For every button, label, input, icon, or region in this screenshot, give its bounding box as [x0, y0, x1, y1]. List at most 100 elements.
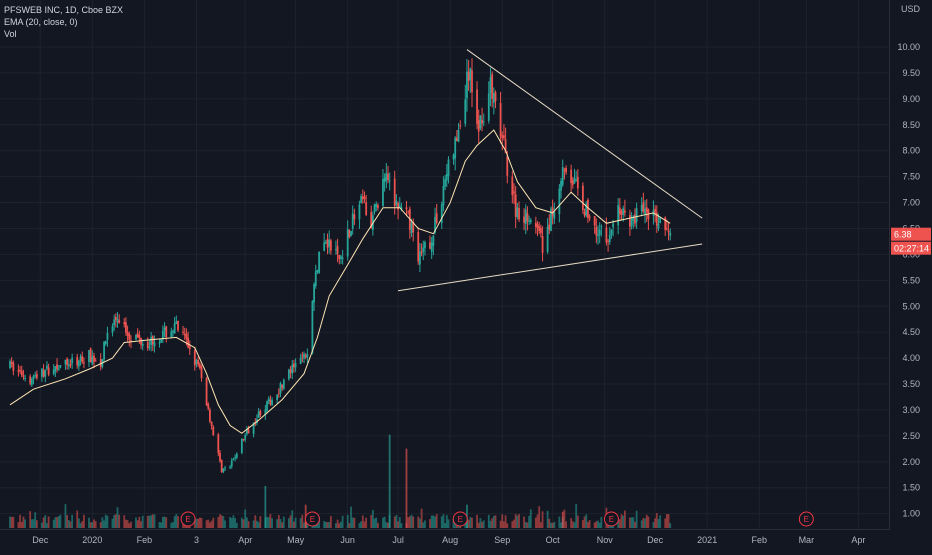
time-axis-panel[interactable] — [0, 530, 890, 550]
price-tick-label: 1.00 — [902, 509, 920, 519]
time-tick-label: 2020 — [82, 535, 102, 545]
volume-bar — [103, 520, 105, 528]
candle-body — [528, 220, 531, 222]
price-tick-label: 8.00 — [902, 146, 920, 156]
time-tick-label: Dec — [32, 535, 49, 545]
candle-body — [271, 399, 273, 406]
volume-bar — [526, 522, 529, 528]
candle-body — [346, 229, 349, 257]
symbol-legend[interactable]: PFSWEB INC, 1D, Cboe BZX — [4, 5, 124, 15]
volume-bar — [269, 514, 272, 528]
volume-bar — [158, 522, 161, 528]
volume-bar — [539, 522, 542, 528]
earnings-letter: E — [609, 515, 614, 524]
candle-body — [445, 173, 448, 181]
volume-bar — [494, 515, 497, 528]
candle-body — [12, 362, 15, 371]
volume-bar — [128, 523, 131, 528]
candle-body — [435, 213, 438, 223]
ema-legend[interactable]: EMA (20, close, 0) — [4, 17, 78, 27]
candle-body — [464, 99, 467, 124]
earnings-letter: E — [185, 515, 190, 524]
candle-body — [229, 466, 231, 468]
volume-bar — [289, 515, 292, 528]
volume-bar — [240, 517, 243, 528]
volume-bar — [212, 517, 215, 528]
volume-bar — [335, 523, 337, 528]
candle-body — [476, 89, 478, 124]
price-tick-label: 2.50 — [902, 431, 920, 441]
volume-bar — [363, 521, 366, 528]
candle-body — [338, 255, 341, 259]
volume-bar — [587, 522, 589, 528]
volume-spike — [405, 448, 408, 528]
candle-body — [571, 180, 574, 185]
candle-body — [230, 460, 233, 467]
candle-body — [630, 218, 633, 226]
volume-bar — [575, 503, 578, 528]
candle-body — [585, 203, 588, 216]
time-tick-label: Feb — [752, 535, 768, 545]
volume-bar — [341, 515, 344, 528]
candle-body — [340, 256, 342, 260]
volume-bar — [513, 519, 515, 528]
candle-body — [69, 363, 72, 366]
candle-body — [323, 242, 326, 251]
volume-legend[interactable]: Vol — [4, 29, 17, 39]
candle-body — [252, 422, 255, 434]
volume-bar — [41, 522, 43, 528]
volume-bar — [91, 522, 94, 528]
candle-body — [573, 178, 576, 184]
candle-body — [511, 176, 514, 196]
volume-bar — [161, 516, 164, 528]
candle-body — [185, 333, 188, 339]
volume-bar — [29, 511, 32, 528]
candle-body — [642, 202, 645, 212]
candle-body — [561, 167, 564, 185]
volume-bar — [267, 517, 270, 528]
candle-body — [452, 154, 455, 160]
candle-body — [326, 238, 329, 248]
volume-bar — [440, 516, 443, 528]
price-tick-label: 7.50 — [902, 172, 920, 182]
candle-body — [161, 330, 164, 340]
candle-body — [553, 211, 556, 219]
candle-body — [575, 179, 578, 181]
candle-body — [612, 223, 615, 228]
volume-bar — [393, 516, 396, 528]
candle-body — [383, 177, 386, 183]
candle-body — [400, 207, 403, 210]
price-tick-label: 4.00 — [902, 353, 920, 363]
candle-body — [375, 204, 378, 207]
volume-bar — [435, 514, 438, 528]
candle-body — [487, 93, 490, 121]
candle-body — [125, 322, 127, 333]
candle-body — [538, 226, 541, 231]
volume-bar — [116, 507, 119, 528]
volume-bar — [294, 517, 297, 528]
candle-body — [172, 330, 174, 333]
volume-bar — [77, 518, 80, 528]
candle-body — [459, 125, 462, 127]
volume-bar — [447, 519, 450, 528]
candle-body — [634, 214, 636, 224]
price-axis-panel[interactable] — [890, 0, 932, 550]
candle-body — [536, 224, 539, 228]
volume-bar — [336, 519, 339, 528]
volume-bar — [424, 520, 426, 528]
volume-bar — [400, 523, 403, 528]
volume-bar — [266, 516, 268, 528]
volume-bar — [598, 522, 601, 528]
volume-bar — [516, 515, 519, 528]
candle-body — [420, 251, 423, 254]
candle-body — [576, 177, 579, 189]
volume-bar — [126, 520, 129, 528]
volume-bar — [669, 523, 672, 528]
candle-body — [600, 226, 603, 228]
volume-bar — [377, 522, 379, 528]
volume-bar — [629, 517, 631, 528]
volume-bar — [541, 511, 544, 528]
volume-bar — [326, 522, 329, 528]
